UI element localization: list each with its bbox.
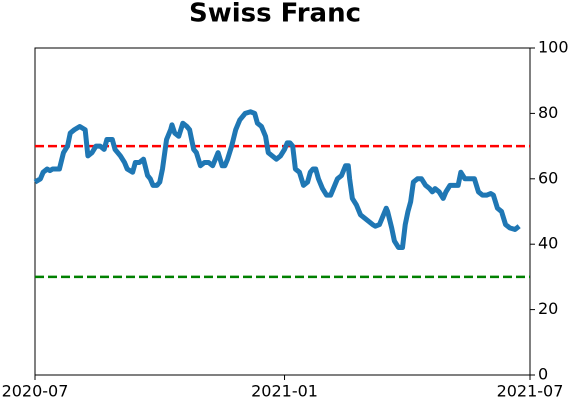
y-tick-label: 80 xyxy=(538,103,558,122)
y-tick-label: 20 xyxy=(538,299,558,318)
x-tick-label: 2020-07 xyxy=(2,382,69,401)
plot-frame xyxy=(34,47,531,376)
x-tick-label: 2021-07 xyxy=(497,382,564,401)
y-tick-label: 0 xyxy=(538,365,548,384)
y-tick-label: 60 xyxy=(538,168,558,187)
y-tick-label: 40 xyxy=(538,234,558,253)
x-tick-label: 2021-01 xyxy=(251,382,318,401)
series-line xyxy=(33,109,521,250)
chart-title: Swiss Franc xyxy=(189,0,361,29)
y-tick-label: 100 xyxy=(538,38,569,57)
